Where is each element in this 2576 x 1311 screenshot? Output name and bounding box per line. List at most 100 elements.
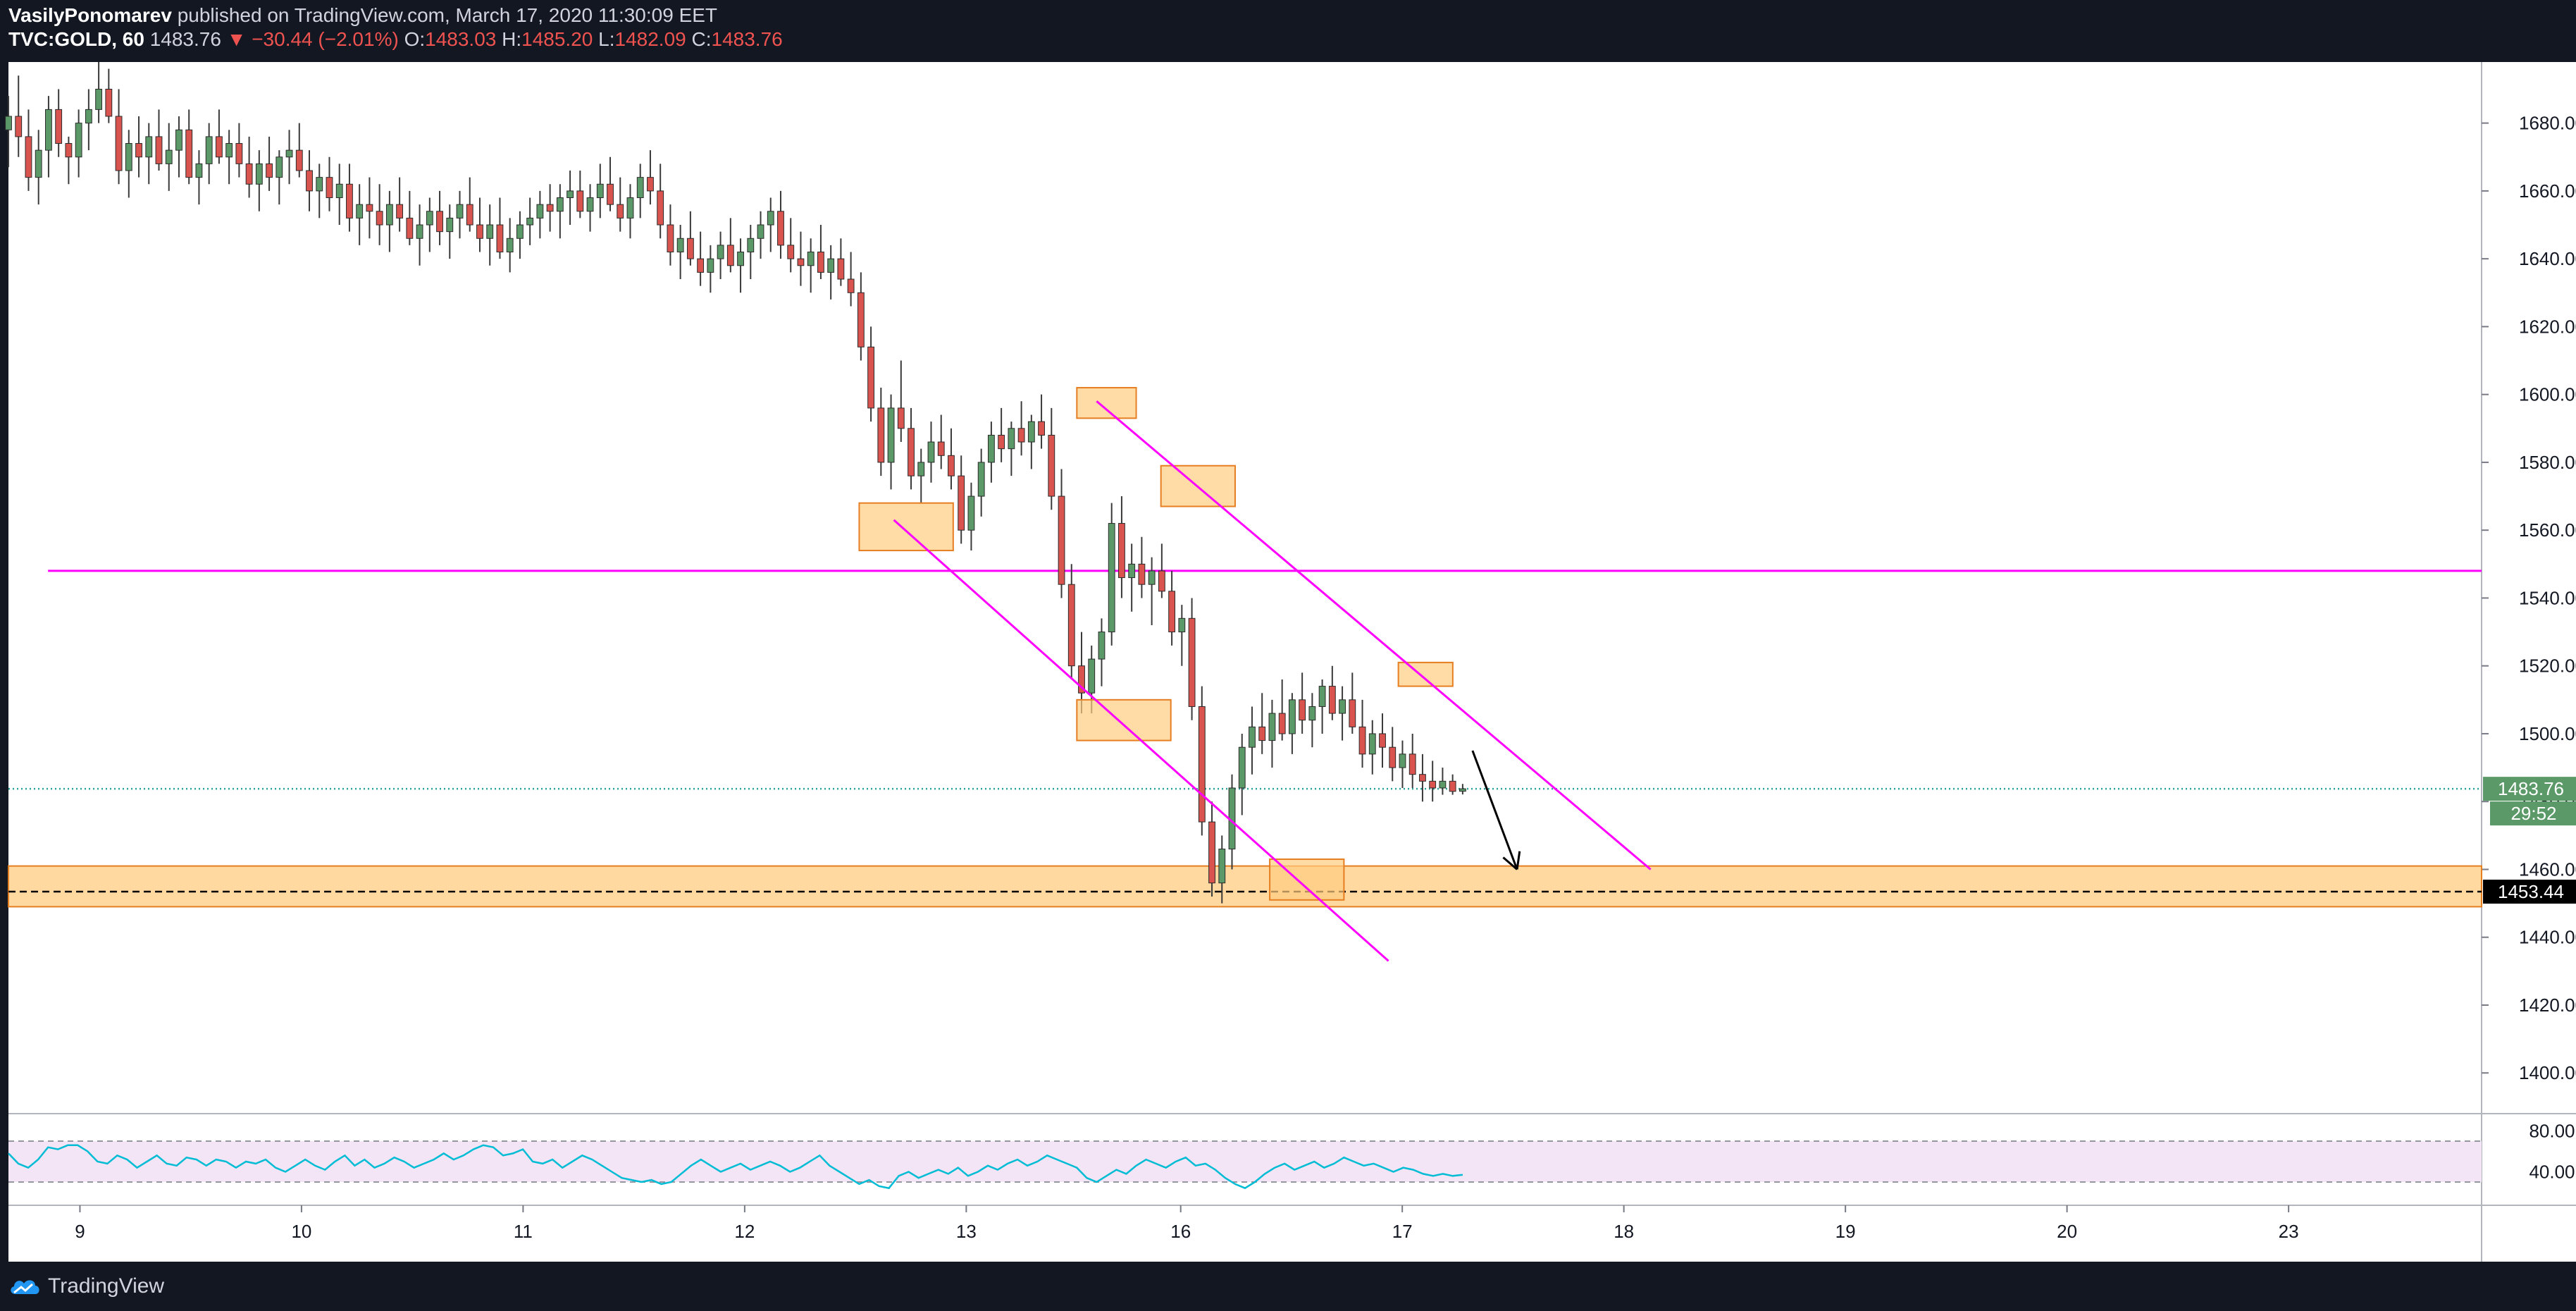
candle-body [707,258,714,273]
candle-body [1249,726,1256,748]
candle-body [516,224,524,239]
candle-body [15,116,23,137]
symbol-info-line: TVC:GOLD, 60 1483.76 ▼ −30.44 (−2.01%) O… [8,28,783,51]
footer-bar: TradingView [0,1262,2576,1311]
candle-body [95,89,103,110]
candle-body [1178,617,1186,633]
candle-body [586,197,594,212]
candle-body [837,258,845,280]
time-tick-label: 11 [514,1221,533,1242]
candle-body [185,129,193,178]
candle-body [667,224,674,253]
candle-body [1158,570,1165,592]
time-tick-label: 19 [1835,1221,1856,1242]
candle-body [1389,746,1397,768]
open-value: 1483.03 [425,28,497,50]
candle-body [686,238,694,259]
candle-body [55,109,63,144]
candle-body [105,89,113,117]
candle-body [115,116,123,171]
candle-body [1208,821,1215,884]
candle-body [998,434,1005,450]
candle-body [1168,591,1176,633]
candle-body [847,278,855,293]
candle-body [275,156,283,178]
candle-body [908,428,915,476]
candle-body [948,455,955,476]
candle-body [1238,746,1246,789]
time-tick-label: 20 [2057,1221,2077,1242]
chart-svg[interactable]: 1680.001660.001640.001620.001600.001580.… [0,62,2576,1262]
candle-body [958,475,965,531]
candle-body [607,183,614,205]
candle-body [787,245,795,259]
support-zone-band [8,865,2482,908]
candle-body [295,149,303,171]
candle-body [857,292,865,347]
candle-body [1128,563,1136,579]
candle-body [285,149,293,158]
candle-body [215,136,223,158]
candle-body [877,407,885,463]
price-tick-label: 1600.00 [2519,384,2576,405]
candle-body [1449,780,1456,792]
candle-body [1358,726,1366,755]
level-price-badge [2483,880,2576,904]
candle-body [1429,780,1437,789]
symbol-name: TVC:GOLD, 60 [8,28,144,50]
candle-body [1349,699,1356,727]
candle-body [75,123,82,158]
publisher-line: VasilyPonomarev published on TradingView… [8,4,717,27]
candle-body [245,163,253,185]
highlight-zone [1076,387,1137,419]
candle-body [1038,421,1045,436]
time-tick-label: 12 [734,1221,755,1242]
candle-body [366,204,373,212]
candle-body [817,252,824,273]
candle-body [35,149,42,178]
candle-body [1399,753,1406,768]
time-tick-label: 13 [956,1221,977,1242]
candle-body [1088,658,1096,694]
highlight-zone [858,502,954,552]
candle-body [306,170,313,192]
candle-body [1198,706,1206,823]
time-tick-label: 10 [291,1221,311,1242]
publication-header: VasilyPonomarev published on TradingView… [0,0,2576,62]
rsi-tick-label: 40.00 [2529,1162,2575,1183]
rsi-band [8,1141,2482,1182]
candle-body [1008,428,1015,450]
candle-body [195,163,203,178]
candle-body [416,224,423,239]
candle-body [1339,699,1346,714]
candle-body [225,143,233,158]
time-tick-label: 9 [75,1221,85,1242]
time-tick-label: 17 [1392,1221,1413,1242]
high-label: H: [502,28,522,50]
candle-body [556,197,564,212]
candle-body [266,163,273,178]
candle-body [887,407,895,463]
published-info: published on TradingView.com, March 17, … [177,4,718,26]
tradingview-logo[interactable]: TradingView [8,1273,164,1300]
candle-body [65,143,73,158]
candle-body [326,177,333,199]
candle-body [676,238,684,253]
candle-body [987,434,995,463]
candle-body [566,190,574,199]
candle-body [1218,849,1226,884]
candle-body [1067,584,1075,667]
candle-body [1027,421,1035,443]
candle-body [536,204,544,218]
candle-body [1318,686,1326,707]
chart-area[interactable]: 1680.001660.001640.001620.001600.001580.… [0,62,2576,1262]
author-name[interactable]: VasilyPonomarev [8,4,172,26]
projection-arrowhead [1502,856,1518,870]
rsi-line [8,1144,1463,1190]
candle-body [175,129,182,151]
candle-body [135,143,142,158]
price-tick-label: 1420.00 [2519,995,2576,1016]
candle-body [767,211,774,226]
price-tick-label: 1400.00 [2519,1062,2576,1083]
candle-body [316,177,323,192]
